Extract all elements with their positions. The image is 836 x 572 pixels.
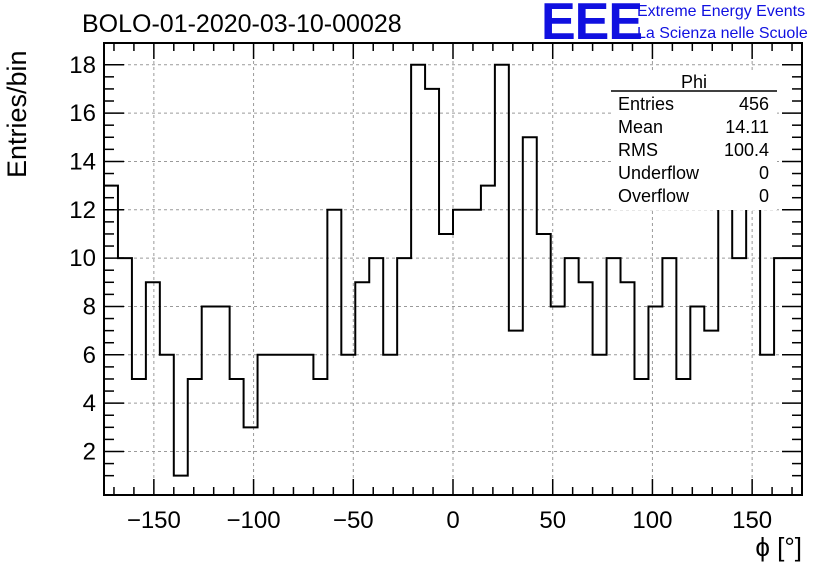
y-tick-label: 14	[69, 148, 96, 175]
x-tick-label: −100	[227, 507, 281, 534]
stats-box-background	[611, 70, 777, 210]
x-tick-label: 100	[632, 507, 672, 534]
histogram-bin	[160, 355, 174, 495]
histogram-bin	[299, 355, 313, 495]
stats-box-name: Phi	[681, 72, 707, 92]
histogram-bin	[718, 186, 732, 495]
y-tick-label: 18	[69, 52, 96, 79]
histogram-bin	[537, 234, 551, 495]
histogram-bin	[565, 258, 579, 495]
stats-value: 0	[759, 186, 769, 206]
histogram-bin	[425, 89, 439, 495]
histogram-bin	[634, 379, 648, 495]
histogram-bin	[327, 210, 341, 495]
y-tick-labels: 2 4 6 8 10 12 14 16 18	[69, 52, 96, 466]
histogram-bin	[313, 379, 327, 495]
histogram-bin	[523, 137, 537, 495]
logo-line-1: Extreme Energy Events	[637, 3, 806, 20]
x-tick-label: 50	[539, 507, 566, 534]
stats-value: 100.4	[724, 140, 769, 160]
histogram-bin	[453, 210, 467, 495]
stats-value: 456	[739, 94, 769, 114]
histogram-bin	[621, 282, 635, 495]
histogram-bin	[118, 258, 132, 495]
histogram-bin	[593, 355, 607, 495]
histogram-bin	[481, 186, 495, 495]
logo-line-2: La Scienza nelle Scuole	[637, 25, 808, 42]
x-tick-label: 150	[732, 507, 772, 534]
histogram-bin	[285, 355, 299, 495]
histogram-bin	[132, 379, 146, 495]
histogram-bin	[551, 306, 565, 495]
histogram-bin	[648, 306, 662, 495]
histogram-bin	[690, 306, 704, 495]
histogram-bin	[104, 186, 118, 495]
histogram-bin	[579, 282, 593, 495]
histogram-bin	[383, 355, 397, 495]
histogram-bin	[244, 427, 258, 495]
histogram-bin	[732, 258, 746, 495]
histogram-bin	[760, 355, 774, 495]
histogram-bin	[676, 379, 690, 495]
stats-label: Overflow	[618, 186, 690, 206]
x-tick-label: −150	[127, 507, 181, 534]
x-tick-label: −50	[333, 507, 374, 534]
y-tick-label: 12	[69, 197, 96, 224]
y-tick-label: 8	[83, 293, 96, 320]
y-axis-label: Entries/bin	[2, 50, 32, 178]
histogram-bin	[495, 65, 509, 495]
histogram-bin	[174, 476, 188, 495]
histogram-bin	[188, 379, 202, 495]
histogram-bin	[397, 258, 411, 495]
y-tick-label: 10	[69, 245, 96, 272]
histogram-bin	[662, 258, 676, 495]
histogram-bin	[216, 306, 230, 495]
histogram-outline	[104, 63, 802, 477]
histogram-bin	[607, 258, 621, 495]
y-tick-label: 4	[83, 390, 96, 417]
stats-label: Underflow	[618, 163, 700, 183]
histogram-bin	[258, 355, 272, 495]
stats-label: Entries	[618, 94, 674, 114]
chart-title: BOLO-01-2020-03-10-00028	[82, 10, 402, 38]
y-tick-label: 16	[69, 100, 96, 127]
stats-value: 14.11	[725, 117, 769, 137]
y-tick-label: 6	[83, 342, 96, 369]
eee-logo: EEE	[541, 0, 643, 51]
histogram-bin	[467, 210, 481, 495]
histogram-bin	[202, 306, 216, 495]
stats-value: 0	[759, 163, 769, 183]
x-axis-label: ϕ [°]	[755, 532, 802, 562]
x-tick-label: 0	[446, 507, 459, 534]
histogram-bin	[355, 282, 369, 495]
x-tick-labels: −150 −100 −50 0 50 100 150	[127, 507, 772, 534]
stats-box: Phi Entries 456 Mean 14.11 RMS 100.4 Underflow 0…	[611, 70, 777, 210]
histogram-bin	[146, 282, 160, 495]
histogram-bin	[774, 258, 788, 495]
histogram-bin	[230, 379, 244, 495]
stats-label: RMS	[618, 140, 658, 160]
histogram-bin	[439, 234, 453, 495]
stats-label: Mean	[618, 117, 663, 137]
histogram-bin	[369, 258, 383, 495]
histogram-bin	[272, 355, 286, 495]
histogram-bin	[411, 65, 425, 495]
axis-ticks	[104, 43, 802, 495]
y-tick-label: 2	[83, 438, 96, 465]
